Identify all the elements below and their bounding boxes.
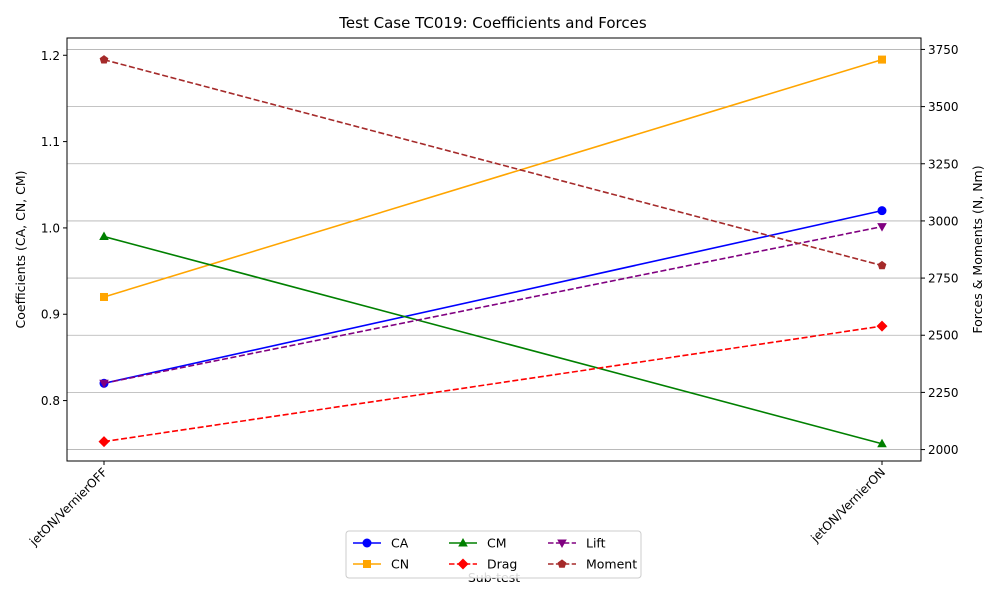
legend-marker xyxy=(557,539,567,548)
legend-item-cm: CM xyxy=(449,536,507,551)
legend-marker xyxy=(457,558,469,570)
series-line-cm xyxy=(103,235,883,445)
series-line-ca xyxy=(103,209,883,385)
point-cn xyxy=(878,55,886,64)
y-left-tick-label: 1.2 xyxy=(41,49,60,63)
legend-item-lift: Lift xyxy=(548,536,606,551)
x-tick-label: jetON/VernierOFF xyxy=(26,465,110,549)
axes: 2000 2250 2500 2750 3000 3250 3500 3750 0.8 0.9 1.… xyxy=(26,43,958,549)
legend: CA CN CM Drag Lift Moment xyxy=(345,530,642,579)
y-right-tick-label: 2500 xyxy=(928,329,959,343)
legend-item-moment: Moment xyxy=(548,557,637,572)
series-cm xyxy=(99,231,887,448)
y-axis-left-label: Coefficients (CA, CN, CM) xyxy=(13,170,28,328)
legend-marker xyxy=(362,538,372,548)
point-cn xyxy=(100,292,108,301)
series-moment xyxy=(99,55,887,270)
series-line-drag xyxy=(103,325,883,443)
x-tick-label: jetON/VernierON xyxy=(808,465,889,546)
series-line-cn xyxy=(103,58,883,298)
grid xyxy=(67,49,921,450)
legend-item-drag: Drag xyxy=(449,557,517,572)
series-line-moment xyxy=(103,58,883,267)
y-right-tick-label: 2000 xyxy=(928,443,959,457)
y-right-tick-label: 3500 xyxy=(928,100,959,114)
point-drag xyxy=(876,320,888,332)
y-left-tick-label: 0.8 xyxy=(41,394,60,408)
y-right-tick-label: 2250 xyxy=(928,386,959,400)
y-left-tick-label: 1.1 xyxy=(41,135,60,149)
y-right-tick-label: 3000 xyxy=(928,214,959,228)
point-lift xyxy=(99,379,109,389)
series-cn xyxy=(100,55,886,301)
series-lift xyxy=(99,223,887,389)
legend-marker xyxy=(363,560,371,568)
point-cm xyxy=(877,438,887,448)
legend-label: Moment xyxy=(586,557,637,572)
y-right-tick-label: 2750 xyxy=(928,272,959,286)
series-line-lift xyxy=(103,225,883,385)
legend-label: CN xyxy=(391,557,409,572)
plot-frame xyxy=(66,37,922,462)
legend-label: CA xyxy=(391,536,409,551)
legend-item-cn: CN xyxy=(353,557,409,572)
legend-marker xyxy=(557,559,567,568)
y-left-tick-label: 1.0 xyxy=(41,221,60,235)
legend-label: Drag xyxy=(487,557,517,572)
legend-label: CM xyxy=(487,536,507,551)
series-layer xyxy=(98,55,888,448)
y-right-tick-label: 3250 xyxy=(928,157,959,171)
chart-title: Test Case TC019: Coefficients and Forces xyxy=(338,14,647,32)
legend-item-ca: CA xyxy=(353,536,409,551)
y-axis-right-label: Forces & Moments (N, Nm) xyxy=(970,165,985,333)
point-lift xyxy=(877,223,887,232)
y-left-tick-label: 0.9 xyxy=(41,308,60,322)
point-cm xyxy=(99,231,109,241)
point-ca xyxy=(877,206,887,216)
point-drag xyxy=(98,436,110,448)
y-right-tick-label: 3750 xyxy=(928,43,959,57)
legend-marker xyxy=(458,538,468,547)
point-moment xyxy=(877,260,887,270)
series-drag xyxy=(98,320,888,448)
point-moment xyxy=(99,55,109,64)
legend-label: Lift xyxy=(586,536,606,551)
